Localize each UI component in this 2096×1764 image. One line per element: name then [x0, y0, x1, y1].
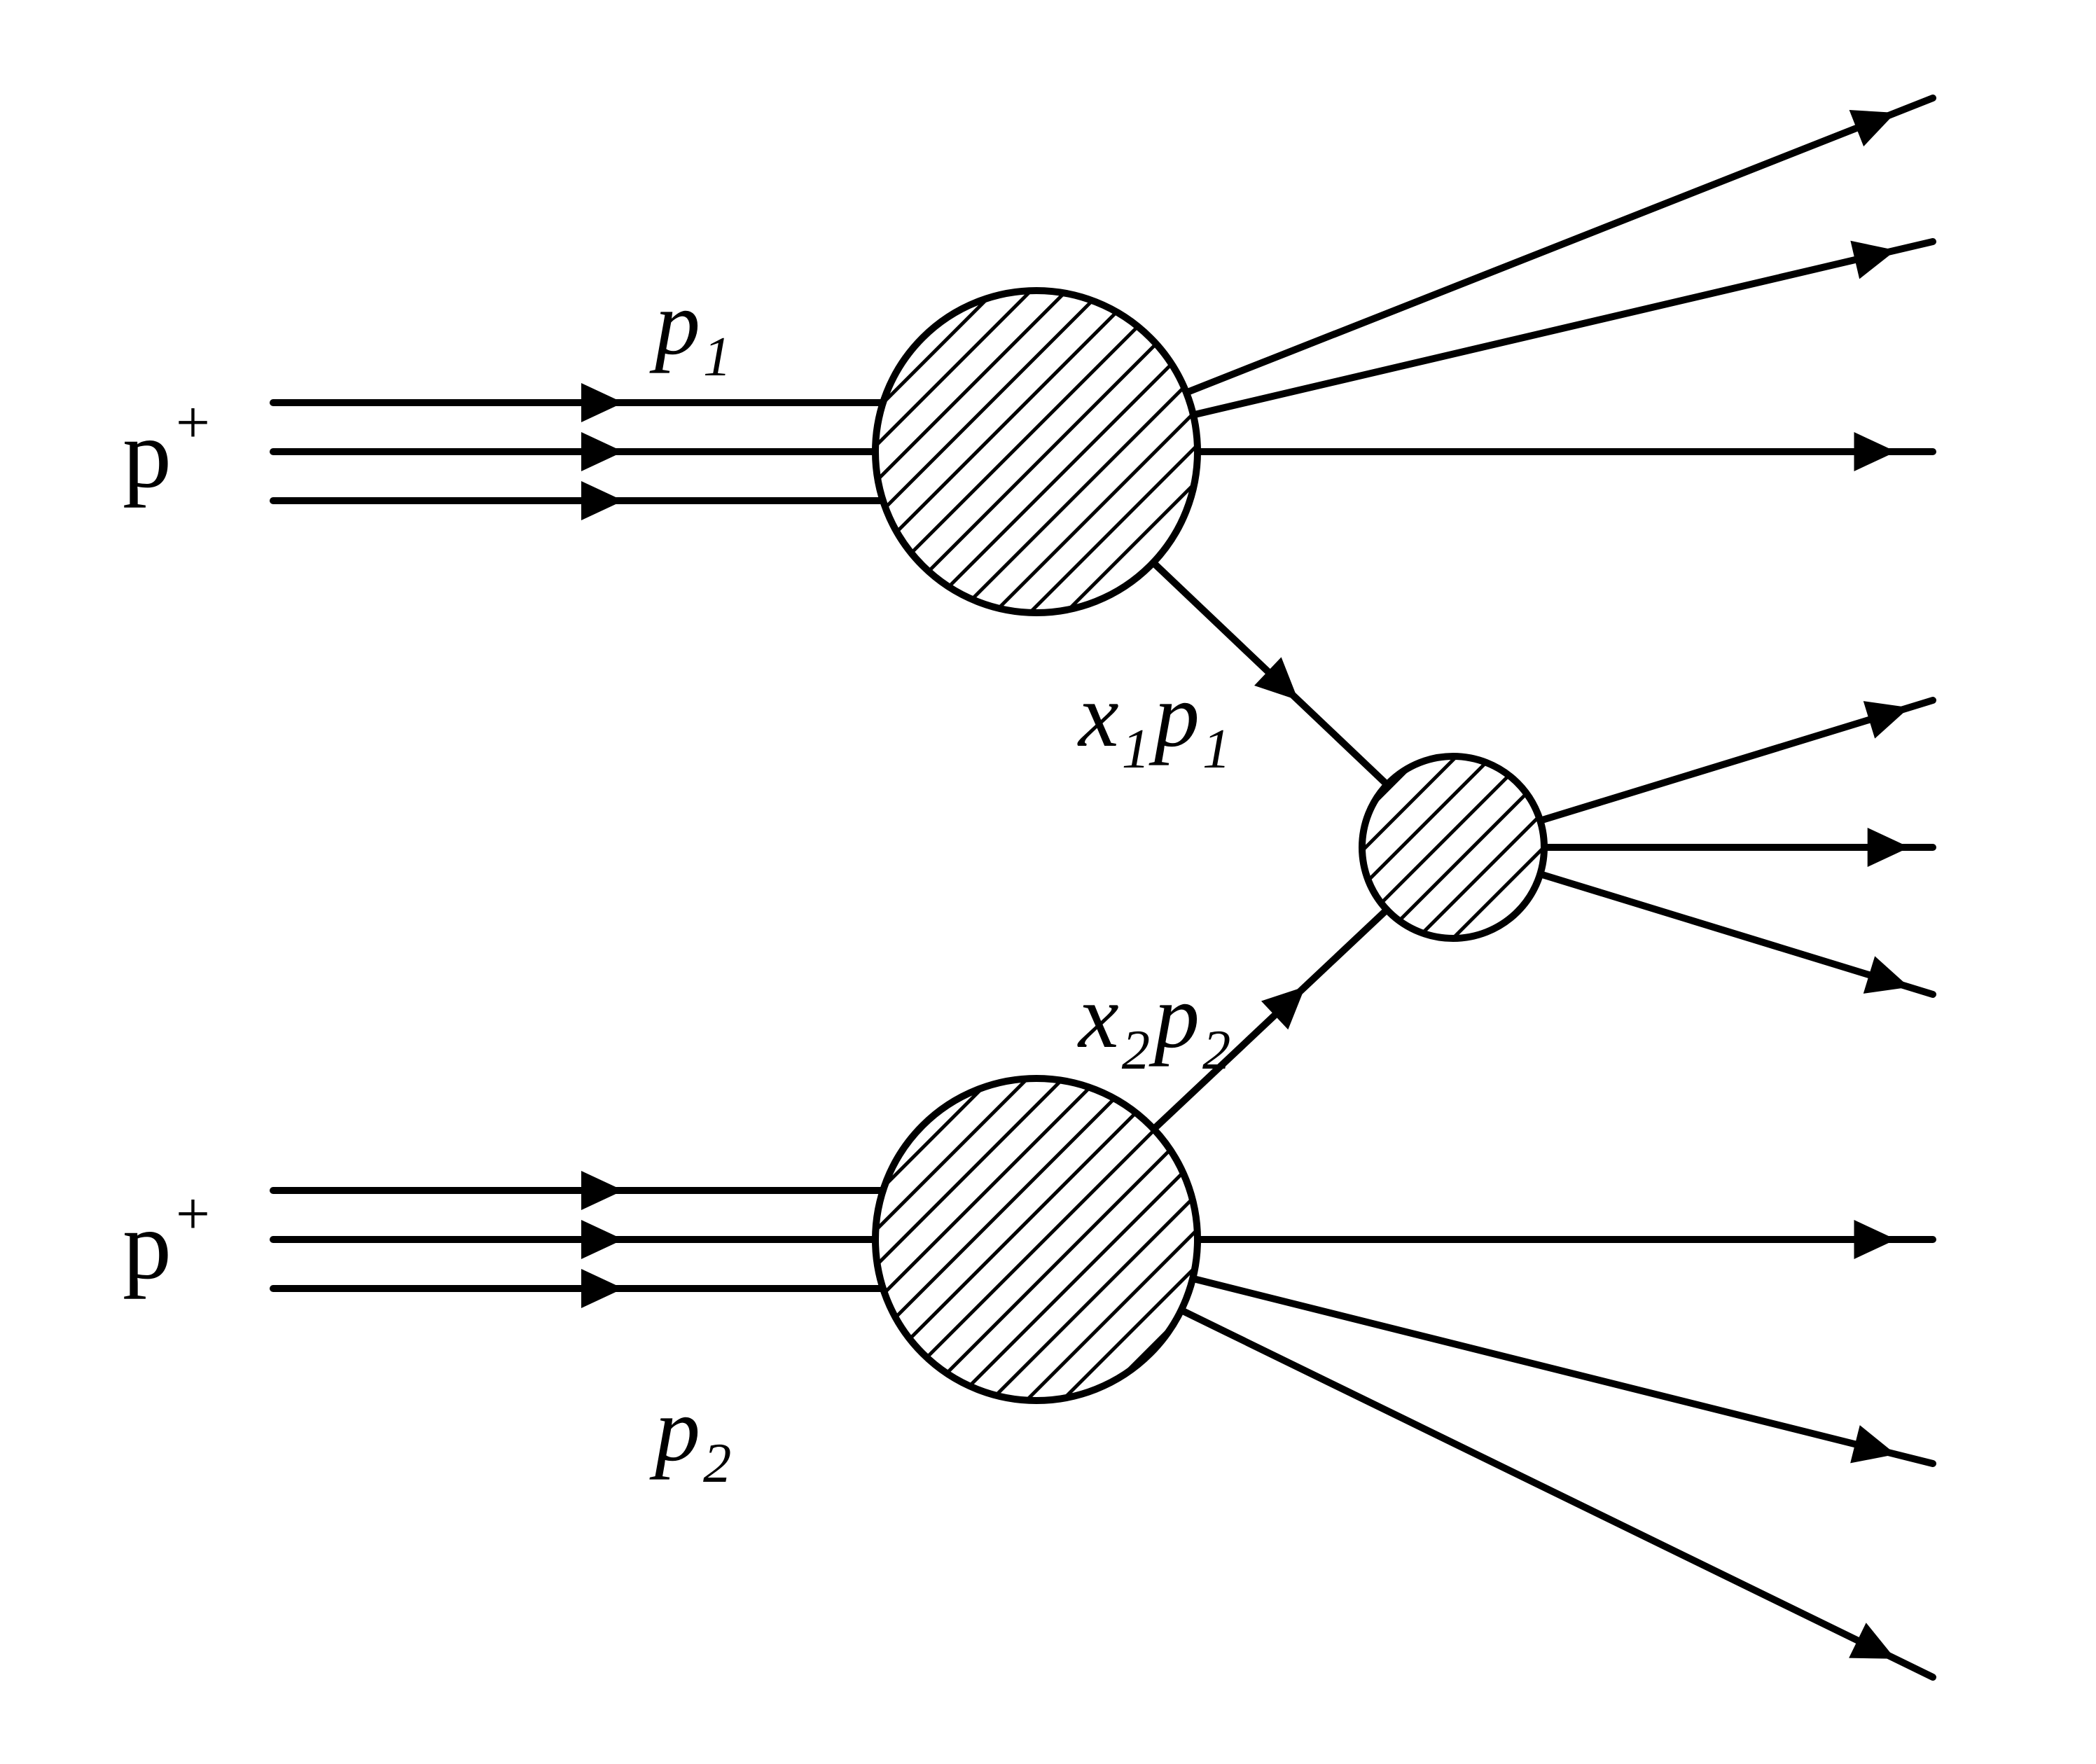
incoming-line [273, 383, 883, 422]
arrowhead-icon [581, 481, 623, 520]
blob-bottom [875, 1078, 1198, 1401]
arrowhead-icon [1854, 1220, 1896, 1259]
incoming-line [273, 481, 883, 520]
blob-interaction [1362, 756, 1544, 938]
incoming-line [273, 1171, 883, 1210]
hard-out-line [1540, 700, 1933, 821]
blob-top [875, 291, 1198, 613]
remnant-line [1186, 98, 1933, 393]
label-x2p2: x2p2 [1077, 966, 1230, 1081]
incoming-top [273, 383, 883, 520]
arrowhead-icon [1868, 828, 1910, 867]
arrowhead-icon [581, 383, 623, 422]
remnant-line [1181, 1310, 1933, 1677]
arrowhead-icon [1850, 241, 1896, 279]
label-p1: p1 [649, 273, 731, 388]
remnants-bottom [1181, 1220, 1933, 1677]
incoming-line [273, 1269, 883, 1308]
incoming-bottom [273, 1171, 883, 1308]
hard-scatter-out [1540, 700, 1933, 994]
label-proton1: p+ [123, 389, 210, 508]
interaction-blobs [875, 291, 1544, 1401]
arrowhead-icon [1864, 701, 1910, 739]
label-proton2: p+ [123, 1180, 210, 1300]
remnant-line [1193, 241, 1933, 415]
feynman-diagram: p+ p+ p1 p2 x1p1 x2p2 [0, 0, 2096, 1764]
arrowhead-icon [1854, 432, 1896, 471]
remnant-line [1198, 1220, 1933, 1259]
arrowhead-icon [1864, 956, 1910, 994]
incoming-line [273, 1220, 875, 1259]
arrowhead-icon [581, 432, 623, 471]
arrowhead-icon [581, 1171, 623, 1210]
arrowhead-icon [1850, 1425, 1896, 1463]
remnants-top [1186, 98, 1933, 471]
hard-out-line [1540, 874, 1933, 994]
label-p2: p2 [649, 1380, 731, 1494]
remnant-line [1198, 432, 1933, 471]
arrowhead-icon [581, 1269, 623, 1308]
hard-out-line [1544, 828, 1933, 867]
label-x1p1: x1p1 [1077, 665, 1230, 780]
incoming-line [273, 432, 875, 471]
arrowhead-icon [581, 1220, 623, 1259]
